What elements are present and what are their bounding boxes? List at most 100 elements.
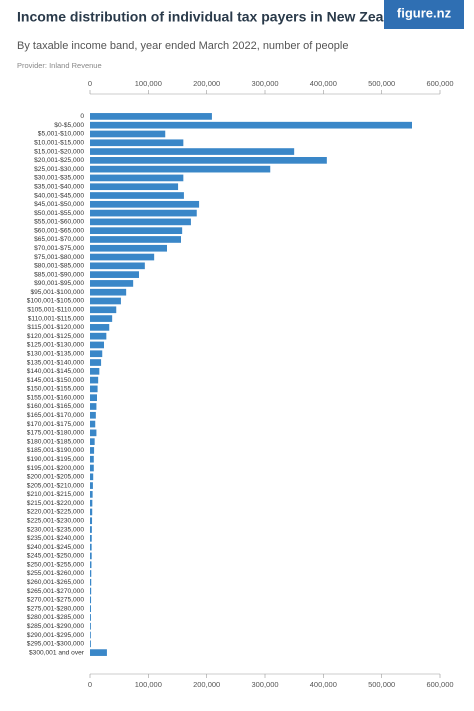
y-tick-label: $290,001-$295,000 <box>27 632 85 639</box>
y-tick-label: $270,001-$275,000 <box>27 597 85 604</box>
y-tick-label: $140,001-$145,000 <box>27 368 85 375</box>
y-tick-label: $205,001-$210,000 <box>27 482 85 489</box>
y-tick-label: $245,001-$250,000 <box>27 553 85 560</box>
bar <box>90 561 92 569</box>
bar <box>90 227 183 235</box>
x-tick-label: 100,000 <box>135 79 162 88</box>
bar <box>90 130 166 138</box>
y-tick-label: $10,001-$15,000 <box>34 140 84 147</box>
bar <box>90 280 134 287</box>
bar <box>90 113 212 120</box>
y-tick-label: $125,001-$130,000 <box>27 342 85 349</box>
bar <box>90 324 110 331</box>
y-tick-label: $255,001-$260,000 <box>27 570 85 577</box>
y-tick-label: $55,001-$60,000 <box>34 219 84 226</box>
bar <box>90 596 92 604</box>
bar <box>90 570 92 577</box>
x-tick-label: 0 <box>88 79 92 88</box>
bar <box>90 183 179 191</box>
y-tick-label: $220,001-$225,000 <box>27 509 85 516</box>
x-tick-label: 200,000 <box>193 680 220 689</box>
bar <box>90 271 139 278</box>
bar <box>90 552 92 560</box>
bar <box>90 403 97 410</box>
bar <box>90 236 181 243</box>
bar <box>90 306 117 314</box>
bar <box>90 526 92 533</box>
y-tick-label: 0 <box>80 113 84 120</box>
y-tick-label: $135,001-$140,000 <box>27 359 85 366</box>
bar <box>90 157 327 164</box>
bar <box>90 262 145 270</box>
y-tick-label: $145,001-$150,000 <box>27 377 85 384</box>
chart-title: Income distribution of individual tax pa… <box>17 9 412 25</box>
y-tick-label: $160,001-$165,000 <box>27 403 85 410</box>
x-tick-label: 300,000 <box>251 680 278 689</box>
bar <box>90 473 94 481</box>
y-tick-label: $230,001-$235,000 <box>27 526 85 533</box>
y-tick-label: $70,001-$75,000 <box>34 245 84 252</box>
bar <box>90 165 271 173</box>
bar <box>90 534 92 542</box>
y-tick-label: $180,001-$185,000 <box>27 438 85 445</box>
bar <box>90 218 191 226</box>
bar <box>90 367 100 375</box>
x-tick-label: 600,000 <box>426 79 453 88</box>
y-tick-label: $300,001 and over <box>29 649 85 656</box>
x-tick-label: 300,000 <box>251 79 278 88</box>
y-tick-label: $285,001-$290,000 <box>27 623 85 630</box>
x-tick-label: 500,000 <box>368 680 395 689</box>
bar <box>90 244 167 252</box>
y-tick-label: $60,001-$65,000 <box>34 227 84 234</box>
bar <box>90 288 127 296</box>
y-tick-label: $115,001-$120,000 <box>27 324 84 331</box>
bar <box>90 605 91 612</box>
y-tick-label: $295,001-$300,000 <box>27 641 85 648</box>
bar <box>90 438 95 445</box>
y-tick-label: $175,001-$180,000 <box>27 430 85 437</box>
bar <box>90 543 92 551</box>
x-tick-label: 400,000 <box>310 680 337 689</box>
chart-subtitle: By taxable income band, year ended March… <box>17 40 348 52</box>
y-tick-label: $35,001-$40,000 <box>34 183 84 190</box>
y-tick-label: $20,001-$25,000 <box>34 157 84 164</box>
bar <box>90 587 92 595</box>
x-tick-label: 600,000 <box>426 680 453 689</box>
bar <box>90 482 93 489</box>
bar <box>90 341 104 349</box>
x-tick-label: 200,000 <box>193 79 220 88</box>
x-tick-label: 500,000 <box>368 79 395 88</box>
bar <box>90 622 91 630</box>
y-tick-label: $130,001-$135,000 <box>27 350 85 357</box>
bar <box>90 332 107 340</box>
bar <box>90 640 91 648</box>
y-tick-label: $40,001-$45,000 <box>34 192 84 199</box>
x-tick-label: 400,000 <box>310 79 337 88</box>
y-tick-label: $25,001-$30,000 <box>34 166 84 173</box>
y-tick-label: $105,001-$110,000 <box>27 307 84 314</box>
y-tick-label: $80,001-$85,000 <box>34 263 84 270</box>
bar <box>90 411 96 419</box>
bar <box>90 148 295 155</box>
y-tick-label: $85,001-$90,000 <box>34 271 84 278</box>
y-tick-label: $235,001-$240,000 <box>27 535 85 542</box>
y-tick-label: $200,001-$205,000 <box>27 474 85 481</box>
y-tick-label: $195,001-$200,000 <box>27 465 85 472</box>
bar <box>90 499 93 507</box>
bar <box>90 429 97 437</box>
y-tick-label: $210,001-$215,000 <box>27 491 85 498</box>
y-tick-label: $240,001-$245,000 <box>27 544 85 551</box>
bar <box>90 420 96 428</box>
y-tick-label: $15,001-$20,000 <box>34 148 84 155</box>
source: Provider: Inland Revenue <box>17 61 102 70</box>
y-tick-label: $250,001-$255,000 <box>27 561 85 568</box>
bar <box>90 209 197 217</box>
y-tick-label: $275,001-$280,000 <box>27 605 85 612</box>
bar <box>90 139 184 147</box>
bar <box>90 614 91 621</box>
bar <box>90 200 200 208</box>
x-tick-label: 100,000 <box>135 680 162 689</box>
bar <box>90 315 113 322</box>
y-tick-label: $0-$5,000 <box>54 122 84 129</box>
bar <box>90 376 99 384</box>
